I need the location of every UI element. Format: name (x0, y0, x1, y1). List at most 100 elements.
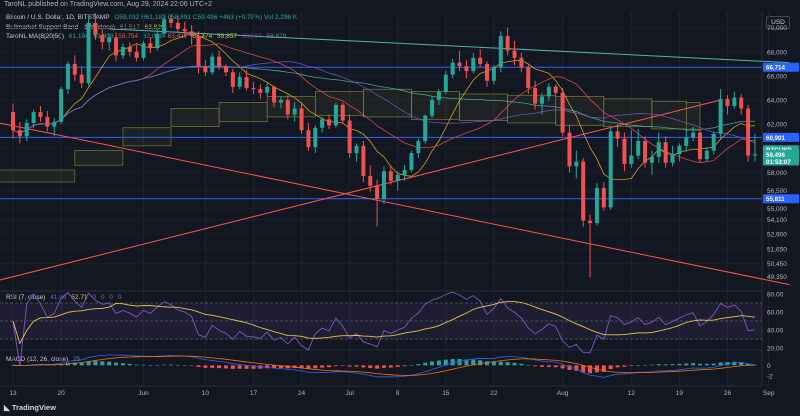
macd-title: MACD (12, 26, close) (6, 356, 69, 363)
macd-histogram-bar (299, 365, 304, 369)
candle-body (718, 98, 723, 134)
price-label-bg (763, 157, 799, 166)
candle-body (320, 119, 325, 128)
candle-body (395, 174, 400, 181)
rsi-value-3: 0 (92, 294, 96, 301)
macd-histogram-bar (739, 362, 744, 366)
macd-histogram-bar (567, 365, 572, 370)
bull-band-step (218, 102, 268, 123)
macd-histogram-bar (134, 364, 139, 366)
macd-histogram-bar (375, 365, 380, 369)
candle-body (553, 86, 558, 93)
macd-histogram-bar (368, 365, 373, 369)
candle-body (526, 67, 531, 88)
rsi-legend[interactable]: RSI (7, close) 41.66 52.71 0 0 0 0 (6, 294, 124, 302)
candle-body (52, 121, 57, 127)
candle-body (491, 67, 496, 81)
price-label-bg (763, 194, 799, 204)
candle-body (574, 161, 579, 167)
candle-body (567, 132, 572, 167)
macd-histogram-bar (670, 364, 675, 366)
macd-signal-line (12, 355, 755, 376)
macd-histogram-bar (292, 365, 297, 369)
candle-body (464, 66, 469, 72)
macd-histogram-bar (127, 363, 132, 366)
candle-body (581, 161, 586, 221)
rsi-value-5: 0 (109, 294, 113, 301)
y-tick-label: 68,000 (767, 49, 787, 56)
ma-legend[interactable]: TaroNL MA(8|20|50) 61,194 61,908 59,754 … (6, 33, 289, 41)
macd-histogram-bar (72, 362, 77, 366)
candle-body (251, 87, 256, 90)
candle-body (244, 77, 249, 88)
y-tick-label: 56,500 (767, 188, 787, 195)
macd-histogram-bar (402, 365, 407, 367)
candle-body (100, 34, 105, 43)
macd-histogram-bar (711, 363, 716, 366)
macd-histogram-bar (320, 365, 325, 368)
candle-body (512, 50, 517, 58)
macd-histogram-bar (526, 364, 531, 366)
macd-histogram-bar (430, 361, 435, 366)
rsi-ma-line (12, 301, 756, 345)
price-label-bg (763, 149, 799, 159)
candle-body (272, 86, 277, 103)
ma-line-34 (12, 61, 756, 144)
candle-body (649, 156, 654, 163)
macd-histogram-bar (148, 365, 153, 366)
macd-histogram-bar (86, 361, 91, 366)
candle-body (443, 74, 448, 92)
x-tick-label: 13 (9, 390, 17, 397)
footer-brand[interactable]: ◣ TradingView (4, 402, 56, 414)
macd-histogram-bar (93, 361, 98, 366)
candle-body (739, 97, 744, 109)
bull-band-step (459, 93, 508, 121)
y-tick-label: 58,000 (767, 170, 787, 177)
bull-band-step (122, 127, 172, 147)
macd-histogram-bar (464, 359, 469, 366)
macd-histogram-bar (704, 363, 709, 366)
macd-histogram-bar (416, 364, 421, 366)
candle-body (601, 188, 606, 208)
macd-legend[interactable]: MACD (12, 26, close) 25 (6, 356, 83, 364)
candle-body (292, 108, 297, 115)
candle-body (629, 155, 634, 164)
candle-body (327, 119, 332, 126)
macd-value-1: 25 (72, 356, 81, 363)
candle-body (210, 56, 215, 73)
x-tick-label: 15 (442, 390, 450, 397)
ma-line-8 (12, 32, 755, 181)
macd-histogram-bar (244, 365, 249, 369)
macd-histogram-bar (684, 363, 689, 366)
macd-histogram-bar (752, 364, 757, 366)
candle-body (354, 145, 359, 154)
macd-histogram-bar (725, 362, 730, 366)
candle-body (31, 112, 36, 123)
x-tick-label: 12 (628, 390, 636, 397)
x-tick-label: 24 (298, 390, 306, 397)
macd-histogram-bar (409, 365, 414, 366)
macd-histogram-bar (237, 365, 242, 369)
x-tick-label: Jun (138, 390, 149, 397)
macd-histogram-bar (155, 365, 160, 366)
candle-body (622, 138, 627, 164)
y-tick-label: 64,000 (767, 98, 787, 105)
rsi-y-tick-label: 80.00 (767, 292, 784, 299)
candle-body (704, 150, 709, 160)
candle-body (388, 171, 393, 181)
macd-histogram-bar (361, 365, 366, 368)
y-tick-label: 62,000 (767, 122, 787, 129)
rsi-value-1: 41.66 (50, 294, 67, 301)
macd-histogram-bar (622, 365, 627, 367)
candle-body (361, 145, 366, 177)
candle-body (368, 176, 373, 186)
bull-band-step (74, 150, 124, 166)
x-tick-label: 19 (676, 390, 684, 397)
candle-body (141, 43, 146, 58)
candle-body (663, 142, 668, 163)
rsi-y-tick-label: 60.00 (767, 310, 784, 317)
currency-button[interactable]: USD (766, 16, 790, 29)
candle-body (299, 108, 304, 131)
candle-body (732, 97, 737, 107)
